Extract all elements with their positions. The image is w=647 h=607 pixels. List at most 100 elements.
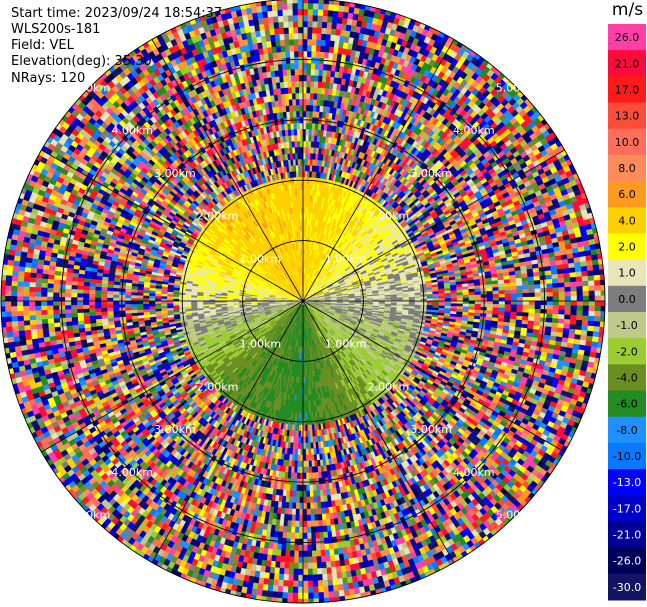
gate-cell bbox=[541, 301, 547, 305]
gate-cell bbox=[553, 301, 559, 306]
gate-cell bbox=[557, 265, 564, 270]
gate-cell bbox=[306, 111, 309, 117]
gate-cell bbox=[313, 99, 317, 105]
gate-cell bbox=[303, 93, 307, 99]
gate-cell bbox=[541, 293, 547, 297]
gate-cell bbox=[534, 280, 540, 285]
gate-cell bbox=[504, 283, 510, 287]
gate-cell bbox=[601, 291, 605, 296]
gate-cell bbox=[553, 310, 559, 315]
gate-cell bbox=[595, 306, 601, 311]
gate-cell bbox=[303, 105, 306, 111]
gate-cell bbox=[583, 311, 589, 316]
gate-cell bbox=[303, 0, 308, 3]
gate-cell bbox=[499, 311, 505, 315]
gate-cell bbox=[540, 280, 546, 285]
gate-cell bbox=[546, 322, 552, 327]
gate-cell bbox=[595, 301, 601, 306]
gate-cell bbox=[505, 305, 511, 309]
gate-cell bbox=[303, 99, 307, 105]
gate-cell bbox=[576, 282, 582, 287]
gate-cell bbox=[547, 288, 553, 293]
gate-cell bbox=[517, 305, 523, 309]
gate-cell bbox=[319, 64, 324, 70]
gate-cell bbox=[403, 297, 409, 299]
gate-cell bbox=[469, 304, 475, 307]
gate-cell bbox=[312, 33, 317, 39]
gate-cell bbox=[334, 5, 340, 12]
gate-cell bbox=[427, 294, 433, 297]
gate-cell bbox=[313, 3, 318, 9]
gate-cell bbox=[312, 27, 317, 33]
gate-cell bbox=[469, 295, 475, 298]
gate-cell bbox=[499, 304, 505, 308]
gate-cell bbox=[415, 297, 421, 299]
gate-cell bbox=[475, 295, 481, 298]
gate-cell bbox=[323, 10, 328, 16]
gate-cell bbox=[552, 274, 558, 279]
gate-cell bbox=[311, 63, 315, 69]
gate-cell bbox=[328, 10, 334, 17]
gate-cell bbox=[313, 105, 317, 111]
gate-cell bbox=[307, 87, 311, 93]
gate-cell bbox=[511, 297, 517, 301]
gate-cell bbox=[311, 69, 315, 75]
gate-cell bbox=[457, 290, 463, 293]
gate-cell bbox=[558, 274, 564, 279]
gate-cell bbox=[326, 34, 331, 40]
gate-cell bbox=[475, 304, 481, 307]
gate-cell bbox=[559, 292, 565, 297]
gate-cell bbox=[565, 301, 571, 306]
gate-cell bbox=[311, 81, 315, 87]
gate-cell bbox=[493, 311, 499, 315]
gate-cell bbox=[528, 277, 534, 282]
gate-cell bbox=[303, 33, 308, 39]
gate-cell bbox=[601, 306, 605, 311]
gate-cell bbox=[577, 306, 583, 311]
gate-cell bbox=[309, 123, 312, 129]
gate-cell bbox=[535, 305, 541, 309]
gate-cell bbox=[306, 147, 309, 153]
gate-cell bbox=[303, 3, 308, 9]
gate-cell bbox=[601, 311, 605, 316]
gate-cell bbox=[517, 309, 523, 313]
gate-cell bbox=[303, 123, 306, 129]
gate-cell bbox=[463, 295, 469, 298]
gate-cell bbox=[311, 75, 315, 81]
gate-cell bbox=[307, 81, 311, 87]
gate-cell bbox=[457, 298, 463, 301]
gate-cell bbox=[451, 293, 457, 296]
gate-cell bbox=[564, 324, 570, 329]
gate-cell bbox=[306, 99, 310, 105]
gate-cell bbox=[582, 316, 588, 321]
gate-cell bbox=[469, 292, 475, 295]
gate-cell bbox=[570, 315, 576, 320]
gate-cell bbox=[303, 141, 306, 147]
gate-cell bbox=[529, 301, 535, 305]
gate-cell bbox=[595, 285, 601, 290]
gate-cell bbox=[307, 69, 311, 75]
gate-cell bbox=[303, 69, 307, 75]
gate-cell bbox=[535, 309, 541, 313]
gate-cell bbox=[312, 51, 317, 57]
gate-cell bbox=[571, 310, 577, 315]
gate-cell bbox=[427, 297, 433, 299]
gate-cell bbox=[571, 287, 577, 292]
gate-cell bbox=[313, 0, 318, 3]
gate-cell bbox=[541, 305, 547, 309]
gate-cell bbox=[324, 52, 329, 58]
gate-cell bbox=[451, 304, 457, 307]
gate-cell bbox=[439, 296, 445, 299]
gate-cell bbox=[523, 305, 529, 309]
gate-cell bbox=[307, 51, 311, 57]
gate-cell bbox=[303, 45, 308, 51]
gate-cell bbox=[309, 111, 313, 117]
gate-cell bbox=[523, 297, 529, 301]
gate-cell bbox=[558, 283, 564, 288]
gate-cell bbox=[445, 293, 451, 296]
gate-cell bbox=[307, 57, 311, 63]
gate-cell bbox=[318, 76, 322, 82]
gate-cell bbox=[583, 291, 589, 296]
gate-cell bbox=[499, 290, 505, 294]
gate-cell bbox=[303, 135, 306, 141]
